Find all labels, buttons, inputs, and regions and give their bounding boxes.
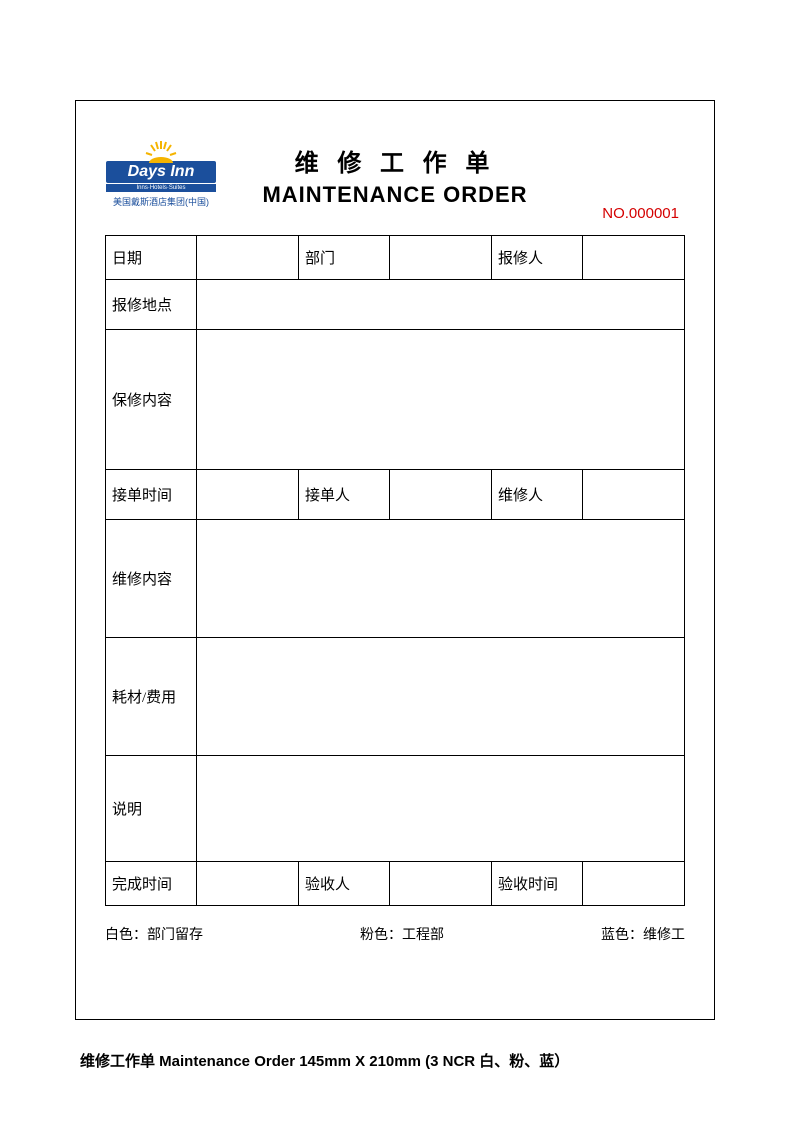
sun-icon: [143, 141, 179, 163]
value-warranty-content[interactable]: [197, 330, 685, 470]
value-repairer[interactable]: [583, 470, 685, 520]
brand-cn: 美国戴斯酒店集团(中国): [106, 195, 216, 208]
value-date[interactable]: [197, 236, 299, 280]
value-materials-cost[interactable]: [197, 638, 685, 756]
brand-subtitle: Inns·Hotels·Suites: [106, 184, 216, 192]
label-reporter: 报修人: [491, 236, 582, 280]
label-check-time: 验收时间: [491, 862, 582, 906]
copy-white: 白色：部门留存: [105, 924, 203, 944]
copies-legend: 白色：部门留存 粉色：工程部 蓝色：维修工: [105, 924, 685, 944]
row-repair-content: 维修内容: [106, 520, 685, 638]
order-number: NO.000001: [602, 205, 679, 222]
row-warranty-content: 保修内容: [106, 330, 685, 470]
label-dept: 部门: [298, 236, 389, 280]
row-date-dept-reporter: 日期 部门 报修人: [106, 236, 685, 280]
logo-block: Days Inn Inns·Hotels·Suites 美国戴斯酒店集团(中国): [106, 141, 216, 208]
label-complete-time: 完成时间: [106, 862, 197, 906]
copy-blue: 蓝色：维修工: [601, 924, 685, 944]
row-accept: 接单时间 接单人 维修人: [106, 470, 685, 520]
row-materials-cost: 耗材/费用: [106, 638, 685, 756]
maintenance-form-table: 日期 部门 报修人 报修地点 保修内容 接单时间 接单人 维修人 维修内容: [105, 235, 685, 906]
value-remarks[interactable]: [197, 756, 685, 862]
value-location[interactable]: [197, 280, 685, 330]
row-complete: 完成时间 验收人 验收时间: [106, 862, 685, 906]
label-repairer: 维修人: [491, 470, 582, 520]
label-location: 报修地点: [106, 280, 197, 330]
label-date: 日期: [106, 236, 197, 280]
header: Days Inn Inns·Hotels·Suites 美国戴斯酒店集团(中国)…: [76, 101, 714, 221]
value-repair-content[interactable]: [197, 520, 685, 638]
document-frame: Days Inn Inns·Hotels·Suites 美国戴斯酒店集团(中国)…: [75, 100, 715, 1020]
value-checker[interactable]: [390, 862, 492, 906]
footer-caption: 维修工作单 Maintenance Order 145mm X 210mm (3…: [80, 1050, 569, 1071]
label-repair-content: 维修内容: [106, 520, 197, 638]
value-acceptor[interactable]: [390, 470, 492, 520]
label-remarks: 说明: [106, 756, 197, 862]
label-materials-cost: 耗材/费用: [106, 638, 197, 756]
value-reporter[interactable]: [583, 236, 685, 280]
label-warranty-content: 保修内容: [106, 330, 197, 470]
row-remarks: 说明: [106, 756, 685, 862]
row-location: 报修地点: [106, 280, 685, 330]
value-accept-time[interactable]: [197, 470, 299, 520]
label-accept-time: 接单时间: [106, 470, 197, 520]
value-dept[interactable]: [390, 236, 492, 280]
brand-name: Days Inn: [106, 161, 216, 183]
copy-pink: 粉色：工程部: [360, 924, 444, 944]
value-complete-time[interactable]: [197, 862, 299, 906]
label-checker: 验收人: [298, 862, 389, 906]
value-check-time[interactable]: [583, 862, 685, 906]
label-acceptor: 接单人: [298, 470, 389, 520]
